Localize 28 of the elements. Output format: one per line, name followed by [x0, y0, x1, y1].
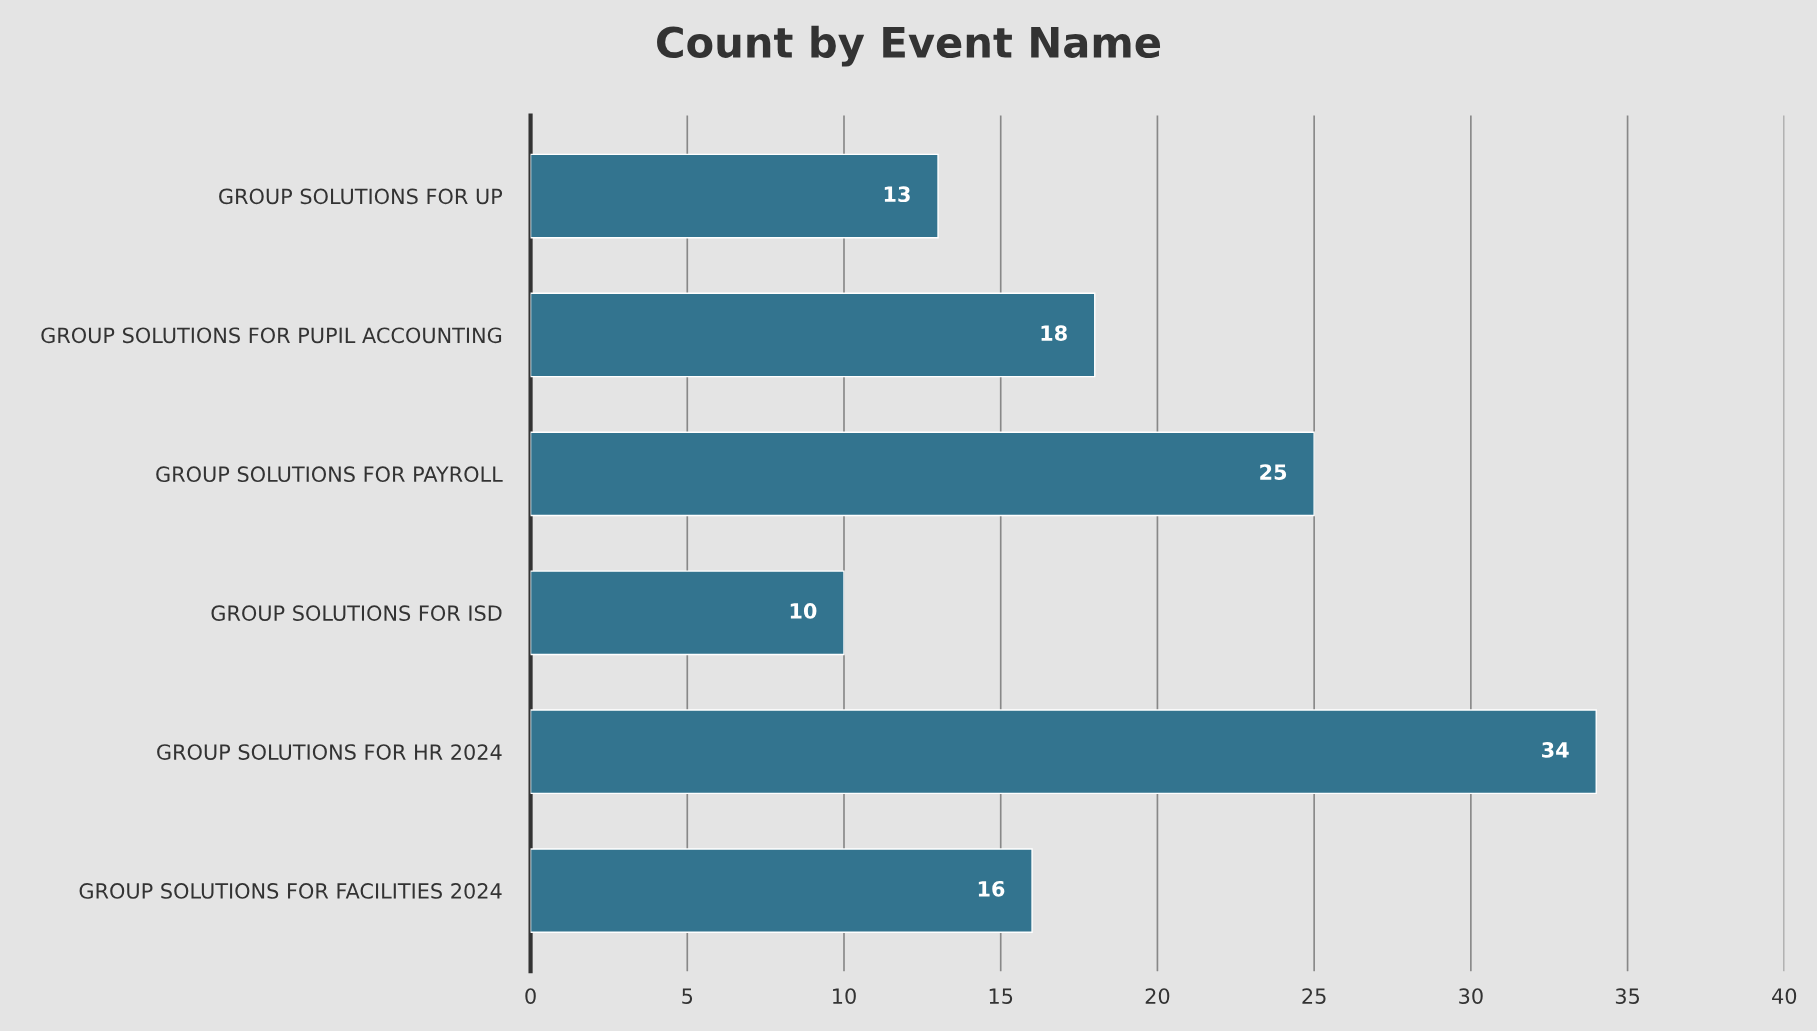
y-tick-label: GROUP SOLUTIONS FOR FACILITIES 2024 [79, 883, 502, 899]
bar [530, 848, 1033, 934]
bar [530, 431, 1315, 517]
data-label: 18 [1041, 325, 1067, 342]
y-tick-label: GROUP SOLUTIONS FOR PAYROLL [156, 466, 503, 483]
y-tick-label: GROUP SOLUTIONS FOR ISD [211, 605, 502, 622]
x-tick-label: 10 [833, 988, 856, 1004]
bar [530, 709, 1597, 795]
x-tick-label: 15 [989, 988, 1013, 1004]
x-tick-label: 0 [525, 988, 536, 1004]
x-tick-label: 35 [1615, 988, 1640, 1004]
x-tick-label: 25 [1302, 988, 1326, 1004]
data-label: 10 [790, 603, 817, 619]
y-tick-label: GROUP SOLUTIONS FOR PUPIL ACCOUNTING [41, 327, 502, 344]
x-tick-label: 40 [1772, 988, 1797, 1004]
bar [530, 292, 1096, 378]
x-tick-label: 30 [1459, 988, 1483, 1004]
data-label: 16 [978, 880, 1005, 897]
x-tick-label: 20 [1145, 988, 1170, 1004]
bar [530, 570, 845, 656]
x-tick-label: 5 [682, 988, 693, 1004]
y-tick-label: GROUP SOLUTIONS FOR UP [219, 188, 503, 205]
data-label: 13 [884, 186, 910, 203]
chart-title: Count by Event Name [657, 25, 1161, 67]
y-tick-label: GROUP SOLUTIONS FOR HR 2024 [157, 744, 502, 760]
data-label: 25 [1260, 464, 1287, 480]
bar [530, 153, 939, 239]
data-label: 34 [1542, 742, 1569, 758]
